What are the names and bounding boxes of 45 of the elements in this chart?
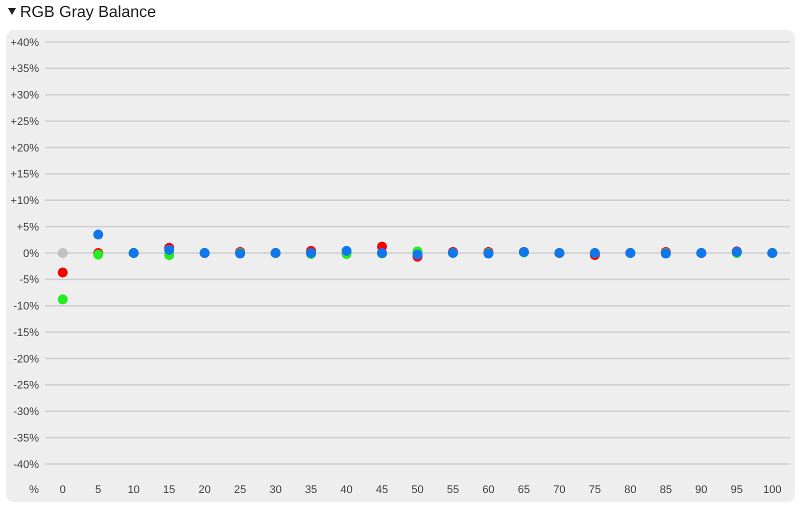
x-tick-label: 60 xyxy=(482,484,495,496)
y-tick-label: +25% xyxy=(10,116,40,128)
point xyxy=(58,248,68,258)
y-tick-label: -15% xyxy=(13,326,40,339)
x-tick-label: 95 xyxy=(730,484,743,496)
y-tick-label: +5% xyxy=(16,221,40,234)
point xyxy=(342,246,352,256)
x-tick-label: 10 xyxy=(128,484,140,496)
y-tick-label: +30% xyxy=(10,90,40,102)
x-tick-label: 85 xyxy=(660,484,672,496)
x-tick-label: 75 xyxy=(588,484,602,496)
y-tick-label: -30% xyxy=(13,406,40,418)
x-tick-label: 55 xyxy=(446,484,460,496)
x-tick-label: 90 xyxy=(695,484,708,496)
x-tick-label: 20 xyxy=(198,484,211,496)
x-axis-title: % xyxy=(29,484,40,496)
y-tick-label: -20% xyxy=(13,353,40,366)
y-tick-label: +40% xyxy=(10,36,40,49)
point xyxy=(58,268,68,278)
point xyxy=(93,230,104,240)
y-tick-label: +15% xyxy=(10,168,40,181)
chart-title: RGB Gray Balance xyxy=(20,4,156,21)
x-tick-label: 80 xyxy=(624,484,636,496)
y-tick-label: -5% xyxy=(19,274,40,286)
y-tick-label: -35% xyxy=(13,432,40,444)
x-tick-label: 0 xyxy=(60,484,66,496)
x-tick-label: 65 xyxy=(518,484,530,496)
y-tick-label: 0% xyxy=(23,248,40,260)
x-tick-label: 5 xyxy=(95,484,102,496)
point xyxy=(58,294,68,304)
x-tick-label: 25 xyxy=(234,484,246,496)
x-tick-label: 50 xyxy=(411,484,424,496)
y-tick-label: -10% xyxy=(13,300,40,313)
x-tick-label: 100 xyxy=(763,484,782,496)
y-tick-label: +35% xyxy=(10,63,40,76)
x-tick-label: 35 xyxy=(304,484,318,496)
y-tick-label: +20% xyxy=(10,142,40,154)
x-tick-label: 15 xyxy=(163,484,176,496)
x-tick-label: 30 xyxy=(269,484,282,496)
x-tick-label: 40 xyxy=(340,484,353,496)
x-tick-label: 45 xyxy=(376,484,388,496)
y-tick-label: -25% xyxy=(13,380,40,392)
x-tick-label: 70 xyxy=(553,484,566,496)
y-tick-label: +10% xyxy=(10,195,40,208)
y-tick-label: -40% xyxy=(13,458,40,471)
